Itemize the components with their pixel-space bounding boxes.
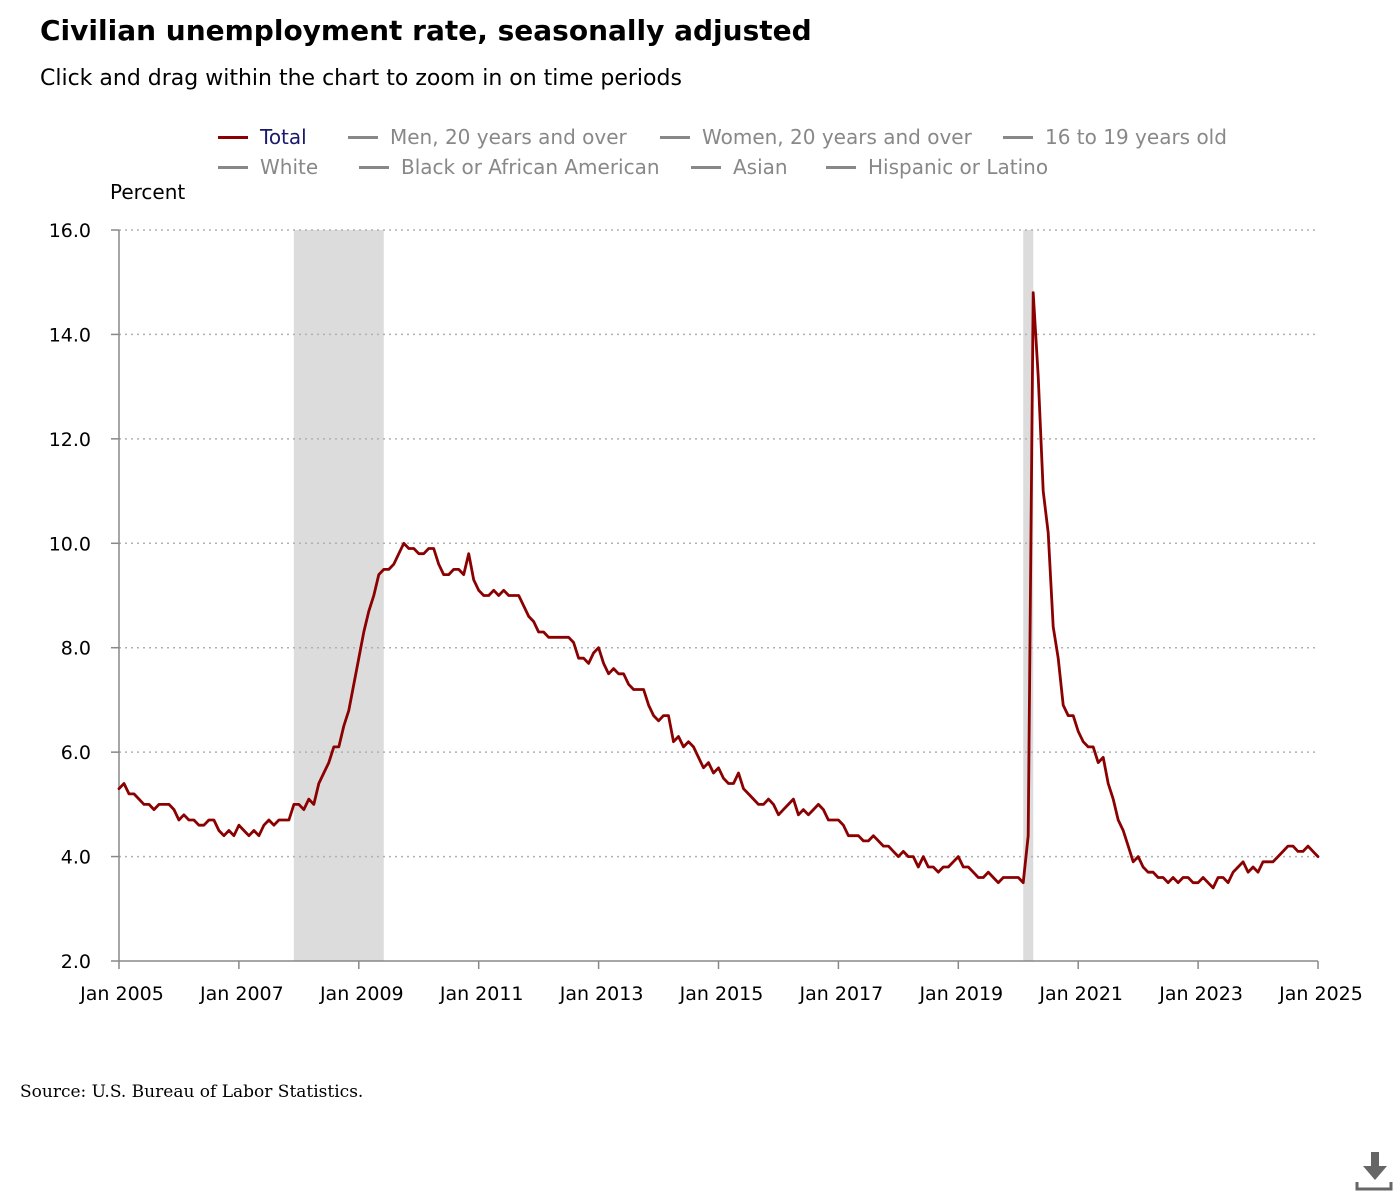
x-tick-label: Jan 2009 (319, 983, 404, 1005)
legend-swatch-asian (691, 165, 721, 169)
y-tick-label: 14.0 (49, 324, 91, 346)
y-tick-label: 2.0 (61, 951, 91, 973)
x-tick-label: Jan 2021 (1038, 983, 1123, 1005)
legend-label-white: White (260, 155, 319, 179)
legend-swatch-black (359, 165, 389, 169)
legend-swatch-men (348, 135, 378, 139)
x-tick-label: Jan 2013 (559, 983, 644, 1005)
x-tick-label: Jan 2019 (918, 983, 1003, 1005)
y-tick-label: 10.0 (49, 533, 91, 555)
x-tick-label: Jan 2015 (679, 983, 764, 1005)
recession-bands (293, 230, 1034, 961)
legend-swatch-teens (1003, 135, 1033, 139)
y-tick-label: 8.0 (61, 638, 91, 660)
chart-subtitle: Click and drag within the chart to zoom … (40, 66, 682, 91)
recession-band (293, 230, 384, 961)
legend-row: Total Men, 20 years and over Women, 20 y… (218, 122, 1248, 152)
x-tick-label: Jan 2025 (1278, 983, 1363, 1005)
legend-item-total[interactable]: Total (218, 125, 348, 149)
legend-item-white[interactable]: White (218, 155, 359, 179)
y-tick-label: 12.0 (49, 429, 91, 451)
legend-swatch-hispanic (826, 165, 856, 169)
y-tick-label: 4.0 (61, 847, 91, 869)
legend-label-men: Men, 20 years and over (390, 125, 627, 149)
x-tick-label: Jan 2011 (439, 983, 524, 1005)
legend-item-asian[interactable]: Asian (691, 155, 826, 179)
x-tick-label: Jan 2005 (79, 983, 164, 1005)
download-icon (1355, 1152, 1393, 1191)
y-tick-label: 6.0 (61, 742, 91, 764)
x-tick-label: Jan 2007 (199, 983, 284, 1005)
legend-label-teens: 16 to 19 years old (1045, 125, 1227, 149)
series-lines (117, 291, 1320, 890)
legend: Total Men, 20 years and over Women, 20 y… (218, 122, 1248, 182)
legend-item-teens[interactable]: 16 to 19 years old (1003, 125, 1227, 149)
x-tick-label: Jan 2023 (1158, 983, 1243, 1005)
gridlines (111, 229, 1318, 962)
chart-title: Civilian unemployment rate, seasonally a… (40, 14, 812, 47)
legend-label-total: Total (260, 125, 307, 149)
recession-band (1023, 230, 1034, 961)
source-note: Source: U.S. Bureau of Labor Statistics. (20, 1082, 364, 1102)
legend-item-men[interactable]: Men, 20 years and over (348, 125, 660, 149)
y-axis-label: Percent (110, 180, 185, 204)
legend-item-hispanic[interactable]: Hispanic or Latino (826, 155, 1048, 179)
legend-swatch-white (218, 165, 248, 169)
legend-label-black: Black or African American (401, 155, 660, 179)
legend-swatch-total (218, 135, 248, 139)
line-chart[interactable]: Percent 2.0 4.0 6.0 8.0 10.0 12.0 14.0 16.0 Jan… (0, 0, 1400, 1060)
series-line-total (117, 291, 1320, 890)
legend-item-women[interactable]: Women, 20 years and over (660, 125, 1003, 149)
x-tick-label: Jan 2017 (799, 983, 884, 1005)
download-button[interactable] (1354, 1150, 1394, 1192)
legend-label-women: Women, 20 years and over (702, 125, 972, 149)
legend-label-hispanic: Hispanic or Latino (868, 155, 1049, 179)
legend-row: White Black or African American Asian Hi… (218, 152, 1248, 182)
legend-swatch-women (660, 135, 690, 139)
x-tick-labels: Jan 2005 Jan 2007 Jan 2009 Jan 2011 Jan 2013… (79, 961, 1363, 1005)
legend-item-black[interactable]: Black or African American (359, 155, 691, 179)
y-tick-labels: 2.0 4.0 6.0 8.0 10.0 12.0 14.0 16.0 (49, 220, 91, 973)
y-tick-label: 16.0 (49, 220, 91, 242)
legend-label-asian: Asian (733, 155, 788, 179)
